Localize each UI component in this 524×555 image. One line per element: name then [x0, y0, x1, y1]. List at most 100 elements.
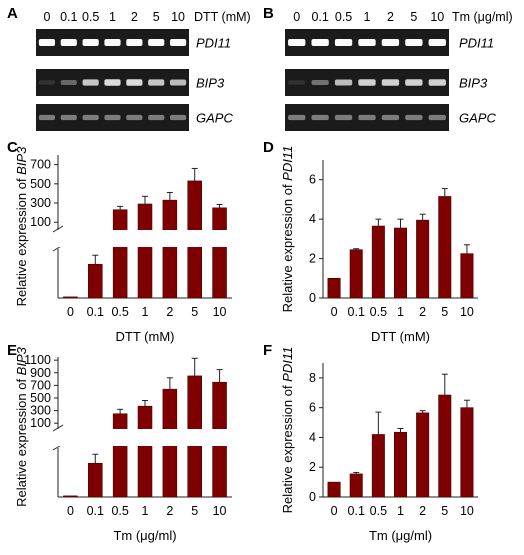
- gel-band: [104, 114, 121, 121]
- gel-band: [358, 79, 376, 86]
- gel-band: [38, 39, 56, 46]
- bar: [162, 199, 178, 299]
- x-tick-label: 2: [419, 504, 426, 518]
- gel-lane-label: 2: [387, 10, 394, 24]
- gel-lane-label: 5: [153, 10, 160, 24]
- x-axis-label: Tm (μg/ml): [369, 528, 432, 543]
- x-tick-label: 0: [67, 305, 74, 319]
- bar: [460, 407, 474, 498]
- bar: [112, 209, 128, 299]
- x-tick-label: 0.5: [370, 305, 387, 319]
- gel-band: [60, 39, 77, 46]
- gel-band: [148, 79, 165, 86]
- bar: [137, 203, 153, 299]
- bar: [327, 277, 341, 299]
- y-axis-label-gene: PDI11: [280, 347, 295, 382]
- y-tick-label: 0: [309, 490, 316, 504]
- y-tick-label: 300: [30, 196, 51, 210]
- bar: [438, 196, 452, 299]
- gel-band: [288, 39, 306, 46]
- gel-band: [126, 79, 143, 86]
- x-tick-label: 0: [331, 504, 338, 518]
- gel-band: [334, 79, 353, 86]
- x-tick-label: 10: [213, 504, 227, 518]
- gel-gene-label: BIP3: [459, 76, 488, 91]
- x-tick-label: 0.5: [111, 305, 128, 319]
- bar: [349, 473, 363, 498]
- y-axis-label: Relative expression of PDI11: [280, 146, 295, 313]
- gel-band: [428, 79, 446, 86]
- y-tick-label: 2: [309, 460, 316, 474]
- gel-gene-label: GAPC: [459, 111, 496, 126]
- panel-letter: A: [7, 5, 18, 22]
- gel-band: [288, 80, 306, 85]
- bar: [88, 462, 103, 498]
- y-tick-label: 2: [309, 252, 316, 266]
- x-tick-label: 0.1: [348, 504, 365, 518]
- gel-lane-label: 1: [109, 10, 116, 24]
- y-axis-label-prefix: Relative expression of: [280, 181, 295, 313]
- y-tick-label: 6: [309, 173, 316, 187]
- y-tick-label: 6: [309, 401, 316, 415]
- gel-band: [60, 80, 77, 85]
- y-tick-label: 500: [30, 391, 51, 405]
- x-tick-label: 0.1: [87, 504, 104, 518]
- gel-band: [334, 39, 353, 46]
- bar: [212, 207, 227, 299]
- gel-lane-label: 2: [131, 10, 138, 24]
- y-tick-label: 4: [309, 430, 316, 444]
- gel-band: [104, 79, 121, 86]
- gel-band: [358, 39, 376, 46]
- gel-lane-label: 10: [430, 10, 444, 24]
- y-axis-label-gene: PDI11: [280, 146, 295, 181]
- y-axis-label-prefix: Relative expression of: [14, 375, 29, 507]
- x-tick-label: 1: [142, 305, 149, 319]
- axis-break-gap: [59, 230, 233, 247]
- bar: [112, 413, 128, 498]
- y-tick-label: 1100: [24, 353, 51, 367]
- panel-letter: B: [263, 5, 274, 22]
- bar: [393, 227, 407, 299]
- panel-letter: D: [263, 139, 274, 156]
- x-tick-label: 1: [397, 305, 404, 319]
- gel-band: [169, 39, 187, 46]
- y-tick-label: 700: [30, 158, 51, 172]
- x-tick-label: 5: [441, 504, 448, 518]
- bar: [393, 431, 407, 498]
- y-tick-label: 8: [309, 371, 316, 385]
- gel-lane-label: 5: [410, 10, 417, 24]
- y-axis-label-gene: BIP3: [14, 346, 29, 375]
- bar: [460, 253, 474, 299]
- y-axis-label: Relative expression of BIP3: [14, 346, 29, 506]
- axis-break-mark: [52, 424, 64, 432]
- gel-band: [104, 39, 121, 46]
- gel-band: [381, 114, 400, 121]
- bar: [371, 434, 385, 498]
- x-tick-label: 10: [460, 305, 474, 319]
- x-tick-label: 2: [166, 504, 173, 518]
- gel-band: [82, 114, 99, 121]
- x-tick-label: 1: [142, 504, 149, 518]
- gel-unit-label: DTT (mM): [194, 10, 251, 24]
- gel-lane-label: 0.1: [60, 10, 77, 24]
- x-tick-label: 5: [191, 504, 198, 518]
- x-tick-label: 1: [397, 504, 404, 518]
- x-tick-label: 2: [166, 305, 173, 319]
- gel-band: [126, 39, 143, 46]
- y-tick-label: 100: [30, 416, 51, 430]
- x-tick-label: 10: [213, 305, 227, 319]
- bar: [438, 394, 452, 498]
- x-tick-label: 5: [191, 305, 198, 319]
- gel-band: [405, 79, 423, 86]
- y-axis-label-prefix: Relative expression of: [280, 382, 295, 514]
- y-tick-label: 700: [30, 378, 51, 392]
- x-tick-label: 5: [441, 305, 448, 319]
- axis-break-mark: [52, 225, 64, 233]
- y-tick-label: 900: [30, 366, 51, 380]
- gel-band: [148, 114, 165, 121]
- x-tick-label: 0: [67, 504, 74, 518]
- x-tick-label: 10: [460, 504, 474, 518]
- gel-band: [148, 39, 165, 46]
- gel-band: [288, 114, 306, 121]
- bar: [137, 405, 153, 498]
